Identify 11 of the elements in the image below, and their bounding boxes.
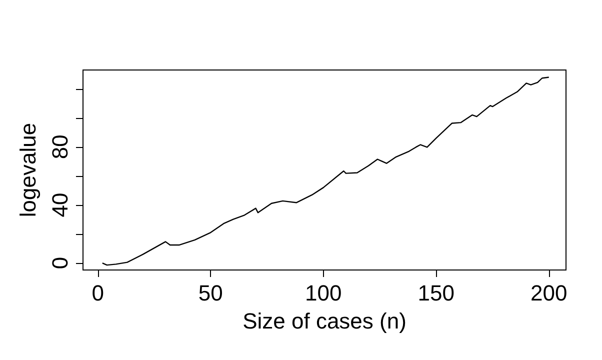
x-tick-label: 0 [92, 280, 104, 306]
x-tick-label: 100 [305, 280, 342, 306]
x-tick-label: 50 [198, 280, 223, 306]
x-axis-title: Size of cases (n) [242, 308, 406, 334]
x-tick-label: 150 [418, 280, 454, 306]
y-tick-label: 0 [48, 256, 72, 270]
y-tick-label: 80 [48, 134, 72, 160]
y-tick-label: 40 [48, 192, 72, 218]
y-axis-title: logevalue [16, 122, 40, 218]
line-series [102, 76, 550, 266]
x-tick-label: 200 [530, 280, 568, 306]
